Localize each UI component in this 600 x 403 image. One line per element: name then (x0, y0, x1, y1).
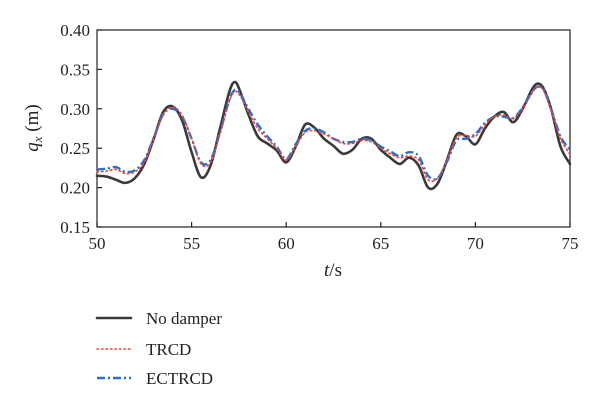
plot-frame (96, 29, 571, 228)
series-line-ectrcd (96, 85, 571, 181)
y-tick-label: 0.35 (60, 60, 90, 79)
x-tick-label: 55 (183, 234, 200, 253)
series-lines (95, 80, 572, 191)
y-tick-label: 0.40 (60, 21, 90, 40)
x-axis-title: t/s (324, 260, 342, 281)
x-tick-label: 75 (562, 234, 579, 253)
y-tick-label: 0.15 (60, 218, 90, 237)
x-tick-label: 50 (89, 234, 106, 253)
y-tick-label: 0.30 (60, 100, 90, 119)
legend-label: ECTRCD (146, 369, 213, 388)
series-line-no-damper (95, 80, 572, 191)
legend: No damper TRCD ECTRCD (95, 309, 222, 388)
y-axis-title: qx (m) (22, 104, 45, 151)
y-axis-ticks: 0.15 0.20 0.25 0.30 0.35 0.40 (60, 21, 102, 237)
legend-label: TRCD (146, 340, 191, 359)
y-tick-label: 0.25 (60, 139, 90, 158)
series-line-trcd (96, 85, 571, 183)
y-tick-label: 0.20 (60, 179, 90, 198)
x-tick-label: 60 (278, 234, 295, 253)
x-tick-label: 65 (372, 234, 389, 253)
x-tick-label: 70 (467, 234, 484, 253)
legend-label: No damper (146, 309, 222, 328)
x-axis-ticks: 50 55 60 65 70 75 (89, 222, 579, 253)
